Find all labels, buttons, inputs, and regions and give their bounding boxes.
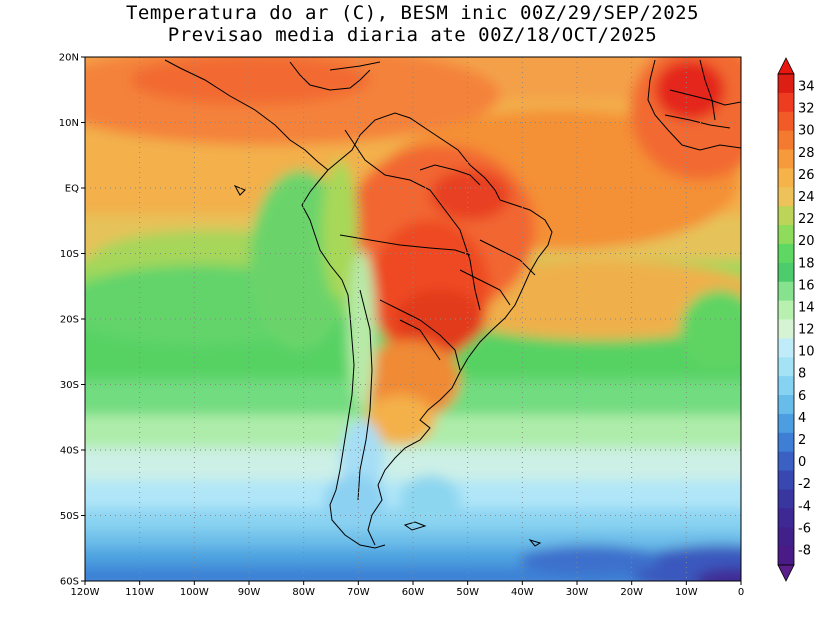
colorbar-swatch: [778, 149, 794, 169]
colorbar-label: -2: [798, 477, 811, 492]
colorbar-label: -4: [798, 499, 811, 514]
colorbar-label: 8: [798, 367, 806, 382]
colorbar-lower-arrow: [777, 564, 795, 582]
colorbar-label: 22: [798, 212, 815, 227]
colorbar-swatch: [778, 546, 794, 566]
lat-label: 10N: [59, 118, 79, 129]
colorbar-swatch: [778, 451, 794, 472]
map-title-line-2: Previsao media diaria ate 00Z/18/OCT/202…: [167, 24, 658, 46]
colorbar-label: 12: [798, 323, 815, 338]
colorbar-swatch: [778, 74, 794, 94]
colorbar-swatch: [778, 395, 794, 415]
lon-label: 10W: [675, 587, 698, 598]
colorbar-label: 32: [798, 102, 815, 117]
lat-label: 40S: [60, 446, 79, 457]
colorbar-label: 28: [798, 146, 815, 161]
colorbar-swatch: [778, 357, 794, 377]
colorbar-label: 26: [798, 168, 815, 183]
lat-label: 20S: [60, 315, 79, 326]
colorbar-swatch: [778, 206, 794, 226]
colorbar-swatch: [778, 527, 794, 547]
lat-label: 10S: [60, 249, 79, 260]
temperature-field: [85, 57, 741, 581]
colorbar-label: 6: [798, 389, 806, 404]
colorbar-swatch: [778, 470, 794, 490]
lon-label: 110W: [125, 587, 154, 598]
colorbar-swatch: [778, 225, 794, 245]
map-title-line-1: Temperatura do ar (C), BESM inic 00Z/29/…: [125, 2, 700, 24]
colorbar-swatch: [778, 168, 794, 188]
colorbar-frame: [777, 73, 795, 566]
colorbar-swatch: [778, 281, 794, 302]
lat-label: 60S: [60, 577, 79, 588]
lon-label: 30W: [566, 587, 589, 598]
lon-label: 0: [738, 587, 744, 598]
lon-label: 90W: [238, 587, 261, 598]
lon-label: 80W: [292, 587, 315, 598]
lat-label: 30S: [60, 380, 79, 391]
colorbar-swatch: [778, 319, 794, 339]
colorbar-label: 14: [798, 300, 815, 315]
colorbar-label: 4: [798, 411, 806, 426]
colorbar-swatch: [778, 92, 794, 113]
colorbar-label: 2: [798, 433, 806, 448]
colorbar-upper-arrow: [777, 57, 795, 75]
longitude-labels: 120W 110W 100W 90W 80W 70W 60W 50W 40W 30W 20W 10W 0: [71, 581, 744, 598]
colorbar-swatch: [778, 243, 794, 264]
colorbar-swatch: [778, 300, 794, 320]
colorbar-label: 20: [798, 234, 815, 249]
colorbar-swatch: [778, 376, 794, 396]
lon-label: 40W: [511, 587, 534, 598]
colorbar-label: 34: [798, 80, 815, 95]
lon-label: 20W: [620, 587, 643, 598]
colorbar-label: 0: [798, 455, 806, 470]
colorbar-swatch: [778, 130, 794, 151]
colorbar-label: 10: [798, 345, 815, 360]
colorbar-label: 16: [798, 278, 815, 293]
lon-label: 100W: [180, 587, 209, 598]
lon-label: 60W: [402, 587, 425, 598]
colorbar-swatch: [778, 413, 794, 434]
lat-label: 50S: [60, 511, 79, 522]
lat-label: EQ: [65, 184, 79, 195]
colorbar-swatch: [778, 111, 794, 132]
coastlines: [164, 59, 741, 549]
colorbar-swatch: [778, 187, 794, 207]
lat-label: 20N: [59, 53, 79, 64]
lon-label: 50W: [456, 587, 479, 598]
colorbar-swatch: [778, 489, 794, 509]
colorbar-label: -6: [798, 521, 811, 536]
colorbar-swatch: [778, 338, 794, 358]
colorbar-swatch: [778, 432, 794, 453]
colorbar-label: 18: [798, 256, 815, 271]
colorbar-swatch: [778, 508, 794, 528]
latitude-labels: 20N 10N EQ 10S 20S 30S 40S 50S 60S: [59, 53, 85, 588]
colorbar-label: 30: [798, 124, 815, 139]
lon-label: 120W: [71, 587, 100, 598]
lon-label: 70W: [347, 587, 370, 598]
colorbar-swatch: [778, 262, 794, 283]
colorbar-label: 24: [798, 190, 815, 205]
colorbar-label: -8: [798, 544, 811, 559]
